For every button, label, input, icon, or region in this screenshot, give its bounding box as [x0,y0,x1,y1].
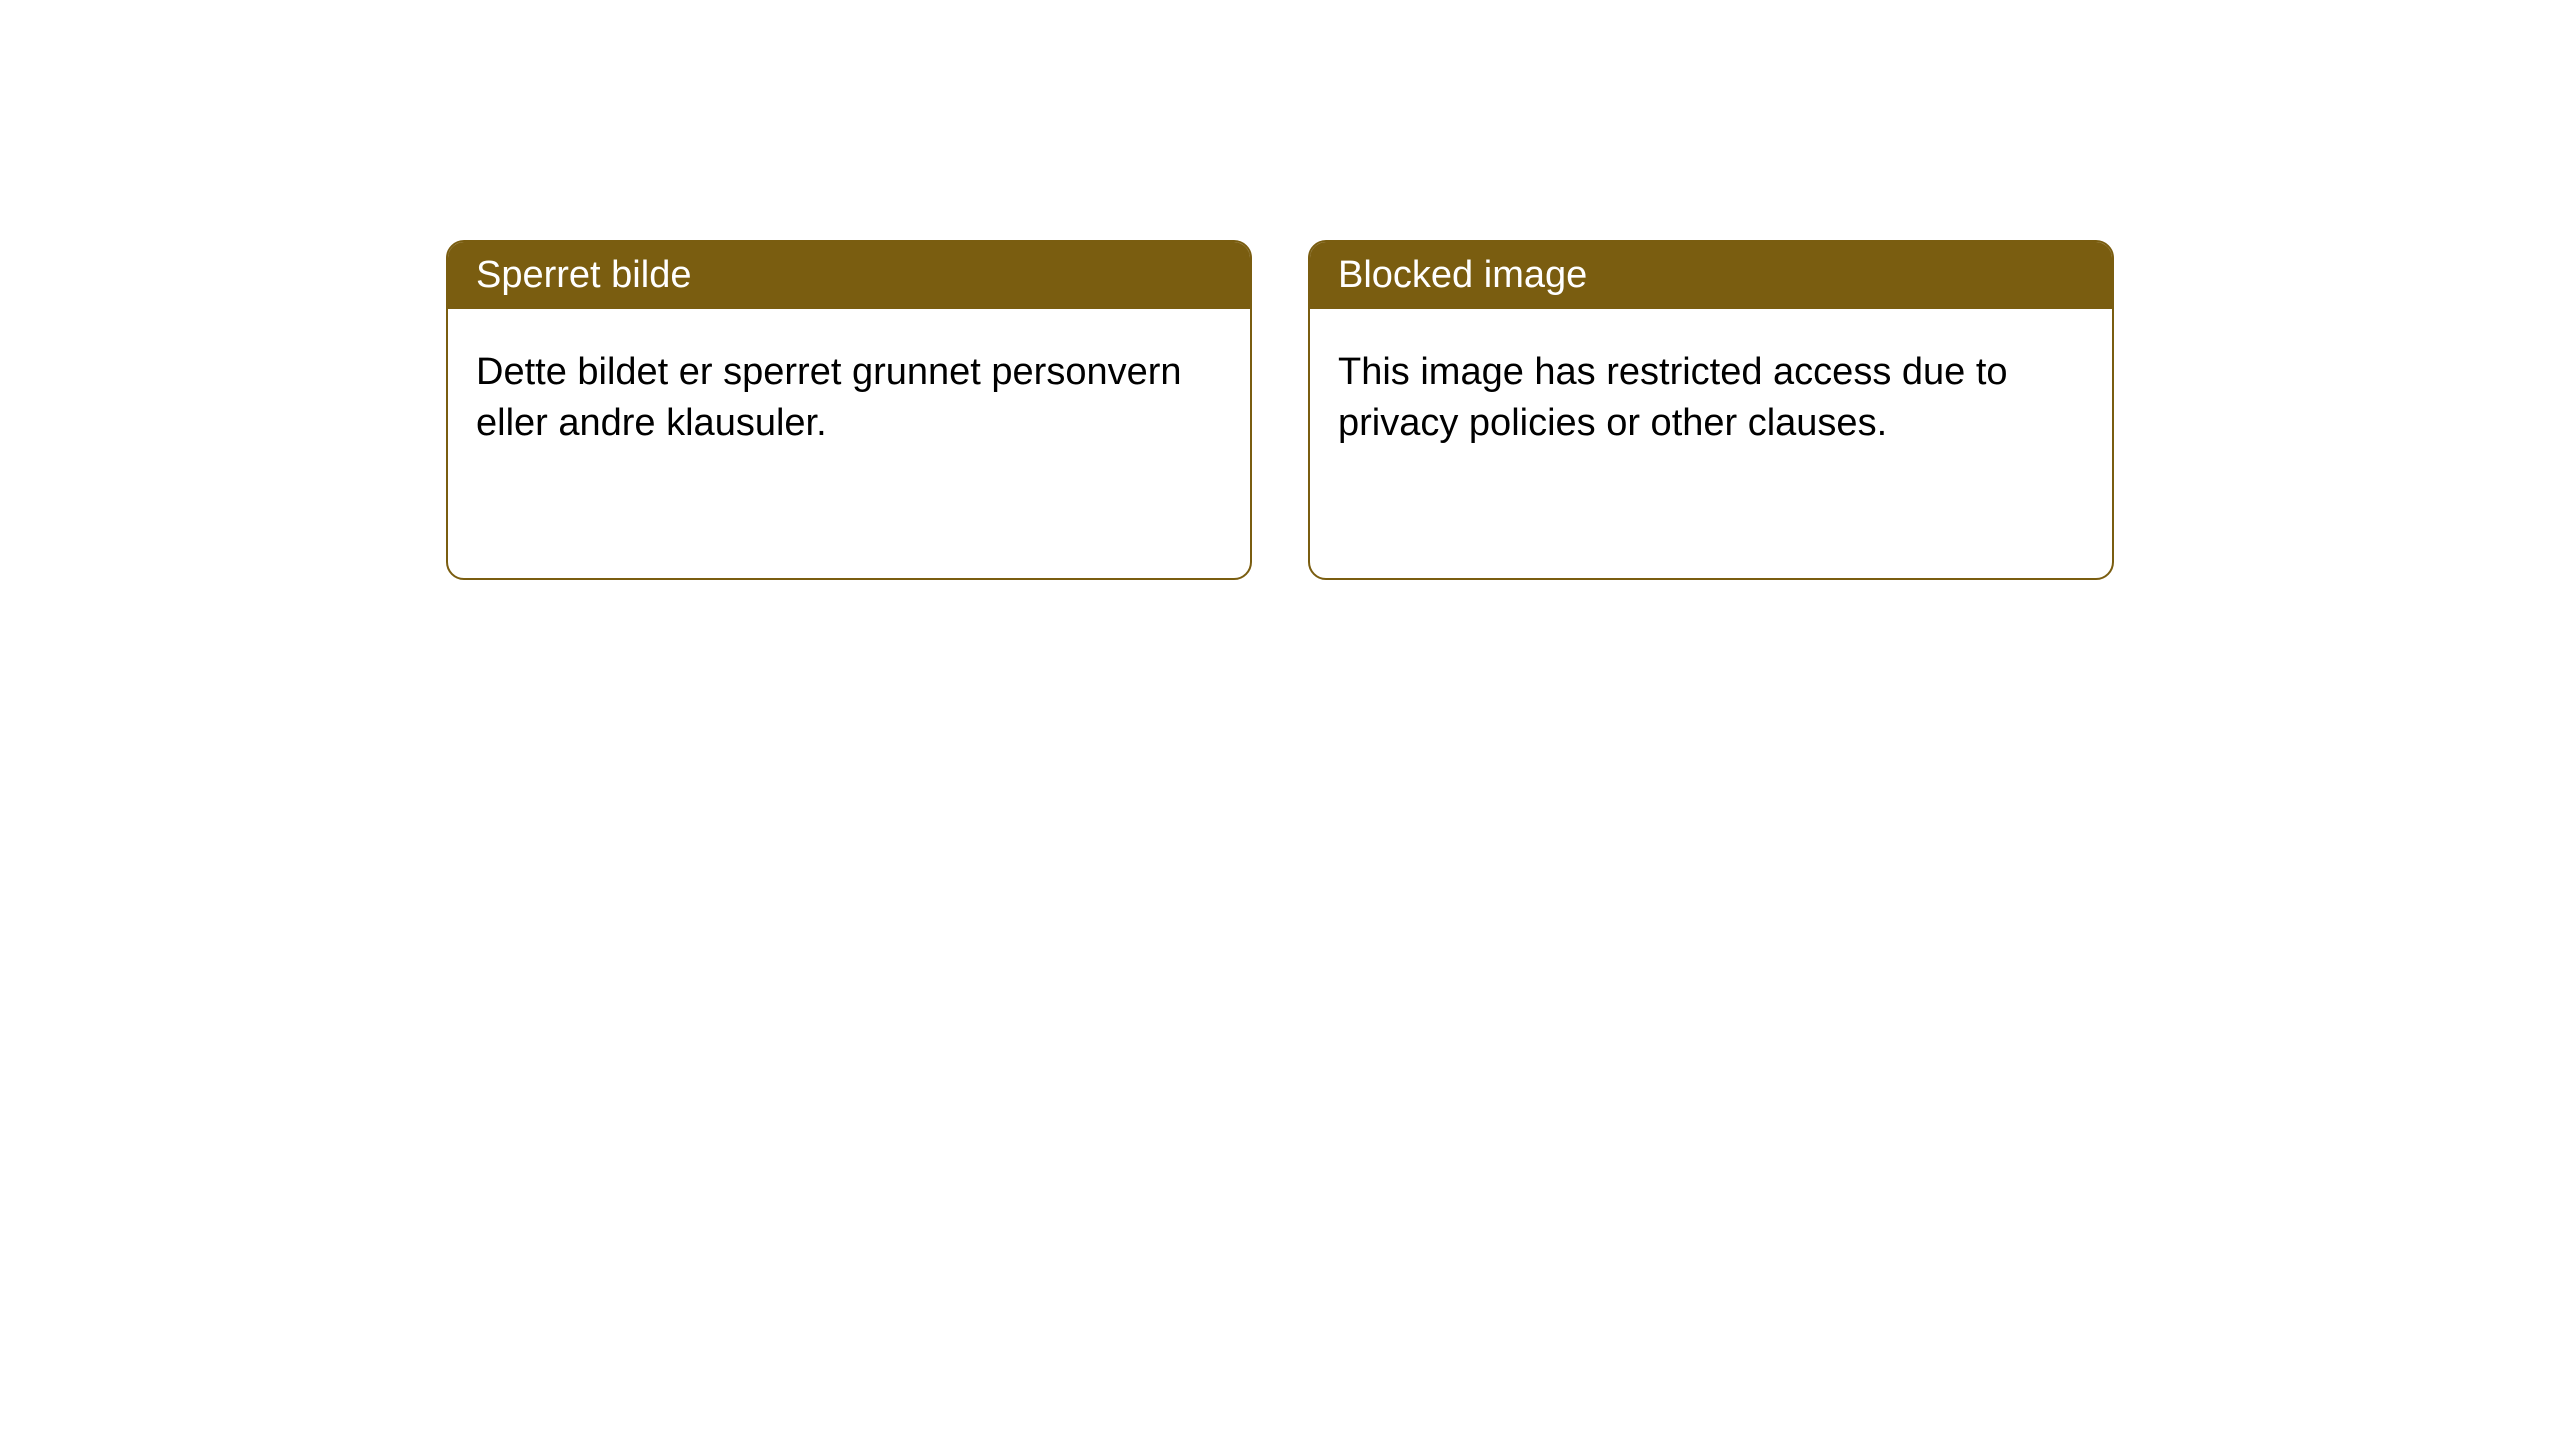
notice-card-norwegian: Sperret bilde Dette bildet er sperret gr… [446,240,1252,580]
notice-card-english: Blocked image This image has restricted … [1308,240,2114,580]
notice-cards-container: Sperret bilde Dette bildet er sperret gr… [446,240,2114,580]
card-header: Sperret bilde [448,242,1250,309]
card-body: This image has restricted access due to … [1310,309,2112,488]
card-header: Blocked image [1310,242,2112,309]
card-body: Dette bildet er sperret grunnet personve… [448,309,1250,488]
